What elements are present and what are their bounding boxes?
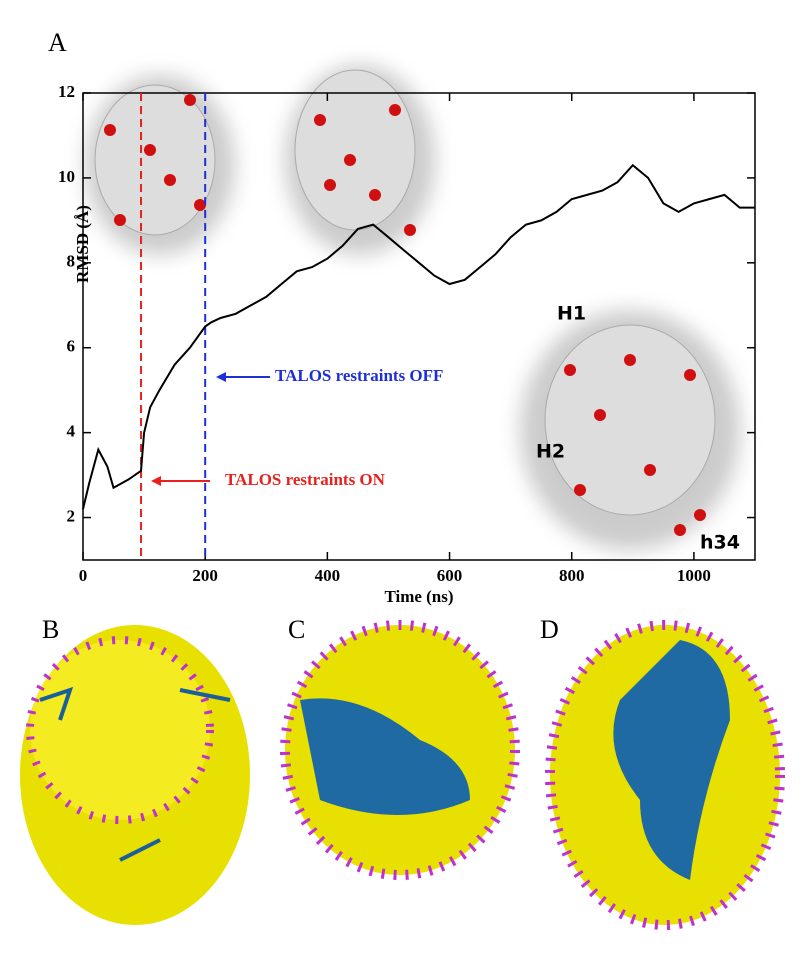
x-axis-label: Time (ns) — [384, 587, 453, 606]
arrowhead — [216, 372, 226, 382]
helix-label: h34 — [700, 532, 740, 554]
membrane-render — [20, 620, 785, 930]
x-tick-label: 600 — [437, 566, 463, 585]
x-tick-label: 0 — [79, 566, 88, 585]
panel-label: D — [540, 615, 559, 644]
y-tick-label: 6 — [67, 337, 76, 356]
y-tick-label: 8 — [67, 252, 76, 271]
x-tick-label: 800 — [559, 566, 585, 585]
rmsd-line — [82, 163, 755, 510]
panel-label: B — [42, 615, 59, 644]
y-tick-label: 12 — [58, 82, 75, 101]
protein-render — [85, 65, 740, 550]
plot-frame — [82, 92, 756, 561]
x-tick-label: 400 — [315, 566, 341, 585]
y-axis-label: RMSD (Å) — [73, 205, 92, 283]
panel-label: C — [288, 615, 305, 644]
y-tick-label: 4 — [67, 422, 76, 441]
panel-label: A — [48, 28, 67, 57]
y-tick-label: 2 — [67, 506, 76, 525]
arrowhead — [151, 476, 161, 486]
helix-label: H1 — [557, 303, 586, 325]
annotation: TALOS restraints OFF — [275, 366, 443, 385]
annotation: TALOS restraints ON — [225, 470, 386, 489]
helix-label: H2 — [536, 441, 565, 463]
x-tick-label: 200 — [192, 566, 218, 585]
y-tick-label: 10 — [58, 167, 75, 186]
x-tick-label: 1000 — [677, 566, 711, 585]
